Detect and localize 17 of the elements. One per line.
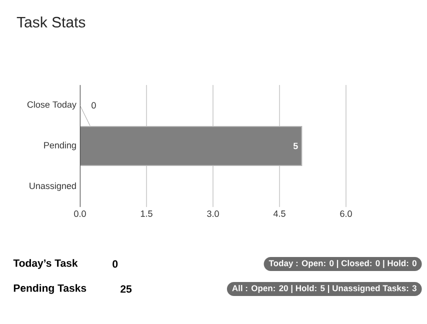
x-tick-label: 0.0 — [74, 210, 86, 217]
x-tick-label: 3.0 — [207, 210, 219, 217]
y-tick-label: Pending — [44, 142, 76, 150]
text: Today : Open: 0 | Closed: 0 | Hold: 0 — [268, 260, 416, 268]
text: All : Open: 20 | Hold: 5 | Unassigned Tasks: 3 — [232, 284, 416, 294]
chart-title: Task Stats — [16, 16, 86, 28]
y-tick-label: Unassigned — [30, 182, 76, 191]
data-label: 5 — [293, 142, 298, 150]
y-tick-label: Close Today — [27, 101, 76, 110]
data-label: 0 — [92, 102, 96, 109]
text: 0 — [112, 260, 118, 268]
text: 25 — [120, 285, 132, 293]
x-tick-label: 6.0 — [340, 210, 352, 217]
text: Pending Tasks — [14, 284, 86, 294]
text: Today’s Task — [13, 259, 78, 269]
x-tick-label: 4.5 — [273, 210, 286, 217]
x-tick-label: 1.5 — [140, 210, 152, 217]
